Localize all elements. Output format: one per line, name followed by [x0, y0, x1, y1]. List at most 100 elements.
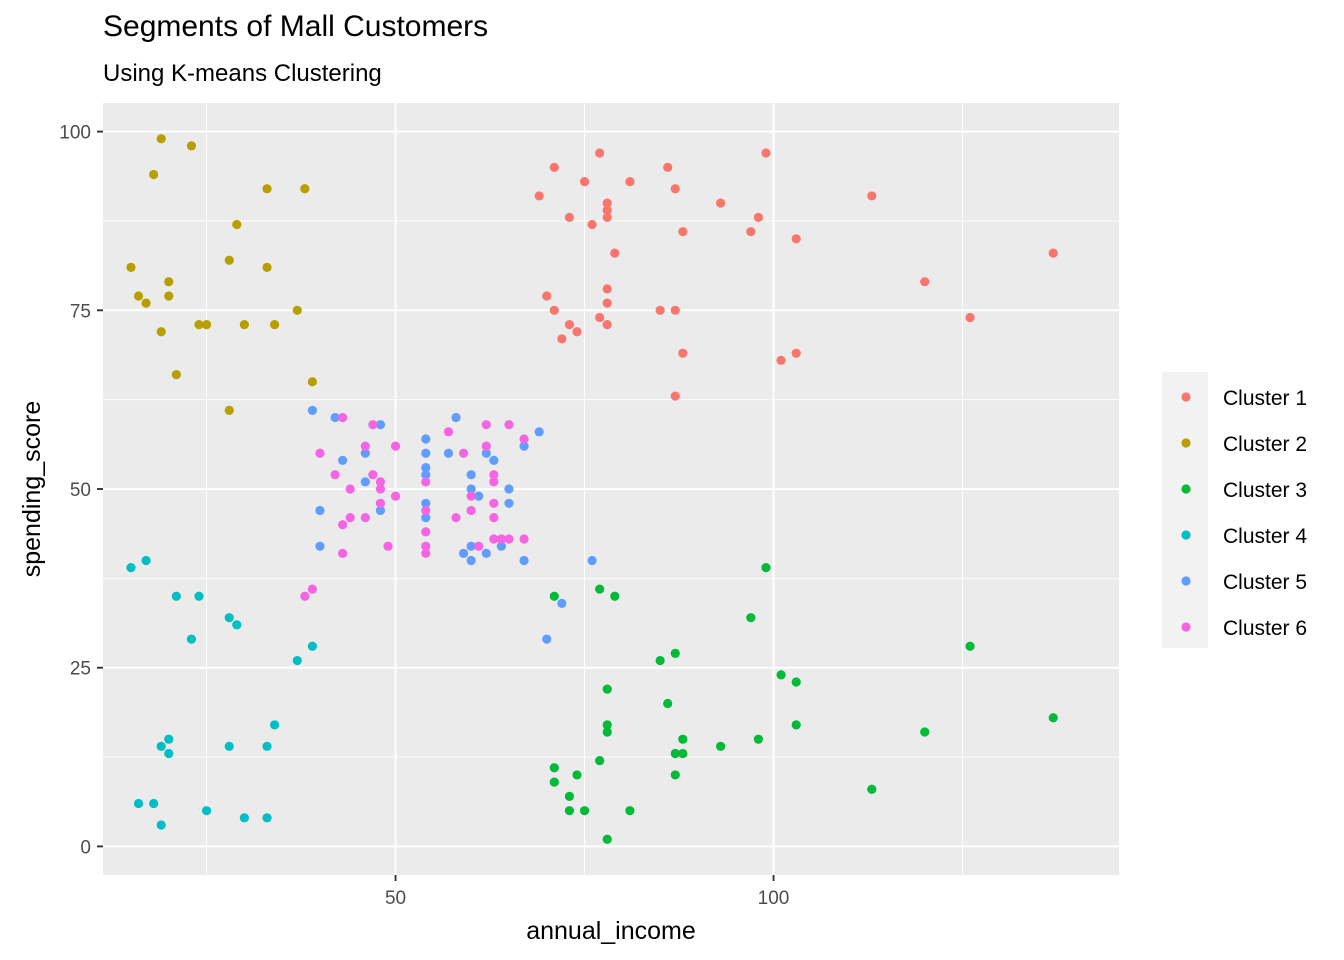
cluster-4-point: [186, 634, 197, 644]
y-tick-label: 75: [70, 301, 91, 322]
cluster-4-point: [164, 734, 174, 744]
cluster-6-point: [375, 477, 386, 487]
major-gridlines: [103, 103, 1119, 875]
cluster-1-point: [579, 177, 590, 187]
cluster-5-point: [360, 477, 370, 487]
cluster-3-point: [549, 777, 559, 787]
cluster-4-point: [292, 655, 302, 666]
cluster-2-point: [300, 184, 310, 194]
cluster-2-point: [149, 169, 159, 180]
cluster-1-point: [572, 327, 582, 337]
cluster-6-point: [421, 541, 431, 551]
cluster-6-point: [458, 448, 469, 458]
cluster-6-point: [481, 441, 491, 451]
cluster-1-point: [557, 334, 567, 344]
chart-title: Segments of Mall Customers: [103, 10, 489, 43]
legend-label-6: Cluster 6: [1223, 617, 1307, 640]
cluster-5-point: [481, 548, 491, 558]
cluster-5-point: [466, 484, 476, 494]
cluster-5-point: [360, 448, 370, 458]
cluster-4-point: [224, 741, 234, 751]
cluster-3-point: [920, 727, 930, 737]
cluster-3-point: [549, 763, 559, 773]
cluster-6-point: [390, 491, 401, 501]
cluster-2-point: [292, 305, 302, 315]
cluster-6-point: [504, 420, 514, 430]
cluster-2-point: [262, 184, 272, 194]
cluster-2-point: [201, 319, 212, 330]
cluster-2-point: [270, 319, 280, 330]
cluster-2-point: [262, 262, 272, 273]
cluster-3-point: [791, 720, 801, 730]
y-tick-label: 50: [70, 480, 91, 501]
cluster-3-point: [579, 806, 590, 816]
cluster-5-point: [421, 434, 431, 444]
cluster-6-point: [489, 512, 499, 523]
cluster-6-point: [466, 491, 476, 501]
cluster-1-point: [791, 234, 801, 244]
cluster-1-point: [753, 212, 764, 222]
cluster-5-point: [519, 555, 529, 566]
cluster-6-point: [451, 512, 461, 523]
cluster-6-point: [489, 534, 499, 544]
cluster-6-point: [360, 441, 370, 451]
y-axis: 0 25 50 75 100: [59, 123, 103, 858]
cluster-3-point: [549, 591, 559, 601]
cluster-2-point: [307, 377, 317, 387]
cluster-3-point: [965, 641, 975, 651]
cluster-3-point: [602, 720, 612, 730]
cluster-1-point: [625, 177, 635, 187]
data-points: [126, 134, 1058, 844]
cluster-6-point: [338, 412, 348, 423]
cluster-4-point: [201, 806, 212, 816]
cluster-6-point: [421, 505, 431, 516]
cluster-1-point: [602, 198, 612, 208]
cluster-1-point: [595, 312, 605, 323]
cluster-4-point: [126, 563, 136, 573]
cluster-1-point: [670, 184, 680, 194]
cluster-1-point: [564, 319, 575, 330]
cluster-3-point: [625, 806, 635, 816]
cluster-3-point: [595, 584, 605, 594]
legend-background: [1162, 372, 1208, 648]
y-axis-title: spending_score: [18, 401, 46, 578]
cluster-1-point: [678, 348, 688, 358]
cluster-4-point: [307, 641, 317, 651]
cluster-6-point: [300, 591, 310, 601]
cluster-6-point: [345, 512, 355, 523]
cluster-6-point: [390, 441, 401, 451]
cluster-5-point: [375, 505, 386, 516]
cluster-1-point: [549, 305, 559, 315]
cluster-3-point: [602, 684, 612, 694]
cluster-5-point: [587, 555, 597, 566]
cluster-3-point: [595, 756, 605, 766]
x-tick-label: 100: [758, 888, 790, 909]
cluster-6-point: [315, 448, 325, 458]
cluster-6-point: [368, 420, 378, 430]
x-axis: 50 100: [385, 875, 789, 909]
cluster-1-point: [1048, 248, 1058, 258]
legend-key-4: [1181, 530, 1191, 540]
cluster-5-point: [489, 455, 499, 466]
cluster-3-point: [776, 670, 786, 680]
cluster-2-point: [156, 134, 166, 144]
cluster-3-point: [678, 748, 688, 759]
cluster-5-point: [504, 484, 514, 494]
cluster-5-point: [315, 505, 325, 516]
cluster-1-point: [655, 305, 665, 315]
cluster-5-point: [534, 427, 544, 437]
cluster-6-point: [375, 484, 386, 494]
cluster-1-point: [791, 348, 801, 358]
cluster-4-point: [164, 748, 174, 759]
legend-key-1: [1181, 392, 1191, 402]
cluster-6-point: [330, 470, 340, 480]
cluster-5-point: [466, 470, 476, 480]
legend-label-1: Cluster 1: [1223, 387, 1307, 410]
cluster-2-point: [224, 405, 234, 415]
cluster-5-point: [375, 420, 386, 430]
cluster-5-point: [466, 541, 476, 551]
cluster-5-point: [519, 441, 529, 451]
cluster-1-point: [602, 284, 612, 294]
cluster-3-point: [670, 648, 680, 659]
cluster-6-point: [496, 534, 506, 544]
